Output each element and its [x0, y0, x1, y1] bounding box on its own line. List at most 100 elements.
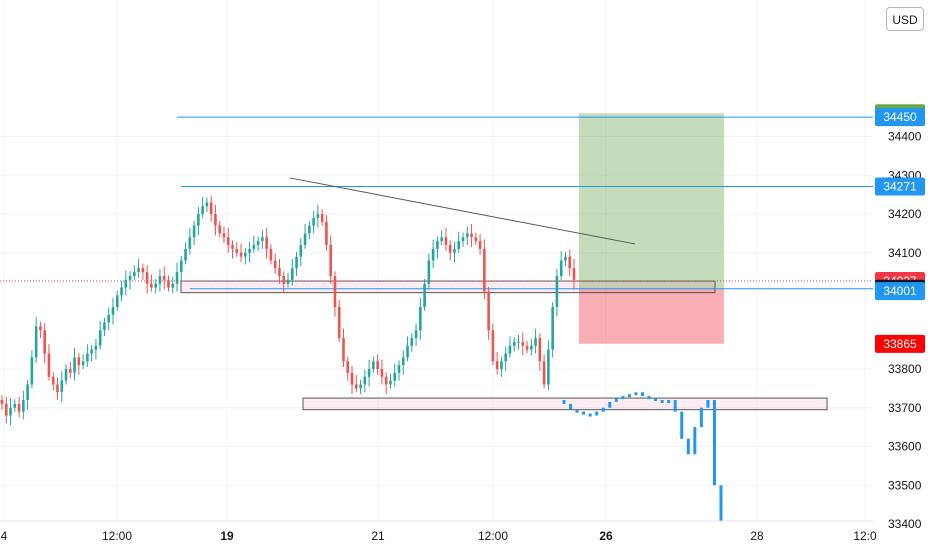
candle	[337, 300, 341, 342]
candle	[431, 239, 435, 269]
candle	[427, 253, 431, 290]
candle	[333, 271, 337, 317]
candle	[218, 220, 222, 238]
candle	[162, 266, 166, 290]
svg-text:34001: 34001	[883, 284, 917, 298]
projection-bar	[634, 392, 638, 396]
candle	[47, 344, 51, 381]
candle	[453, 241, 456, 263]
projection-bar	[654, 398, 658, 402]
candle	[389, 373, 392, 389]
candle	[192, 220, 196, 245]
candle	[393, 363, 397, 387]
candle	[68, 362, 72, 379]
candle	[346, 356, 350, 381]
projection-bar	[601, 407, 605, 412]
candle	[98, 320, 102, 350]
candle	[517, 334, 520, 350]
trendline	[289, 177, 636, 245]
candle	[534, 328, 537, 354]
candle	[231, 240, 234, 259]
price-tick-label: 33700	[888, 401, 922, 415]
time-tick-label: 28	[750, 529, 764, 543]
candle	[551, 302, 554, 358]
projection-bar	[569, 403, 573, 410]
candle	[423, 279, 426, 311]
projection-bar	[712, 400, 716, 486]
candle	[278, 258, 281, 284]
projection-bar	[719, 485, 723, 524]
grid	[0, 0, 873, 525]
candle	[115, 290, 119, 311]
candle	[350, 365, 354, 395]
candle	[448, 240, 452, 261]
candle	[201, 196, 204, 218]
position-zones	[180, 113, 828, 411]
svg-text:34450: 34450	[883, 110, 917, 124]
candle	[320, 209, 324, 226]
candle	[530, 338, 533, 356]
candle	[269, 244, 273, 265]
candle	[13, 399, 17, 412]
candle	[465, 226, 469, 245]
projection-bar	[660, 400, 664, 403]
candle	[107, 307, 111, 331]
projection-bar	[699, 407, 703, 428]
svg-text:34271: 34271	[883, 179, 917, 193]
candle	[286, 272, 290, 288]
projection-series	[562, 392, 723, 524]
projection-bar	[673, 400, 677, 412]
projection-bar	[562, 400, 566, 404]
time-axis[interactable]	[0, 521, 932, 550]
candle	[325, 214, 328, 251]
price-axis[interactable]	[873, 0, 932, 521]
target-zone[interactable]	[579, 113, 724, 289]
time-tick-label: 12:0	[853, 529, 877, 543]
candle	[440, 230, 443, 245]
candle	[226, 227, 230, 253]
candle	[167, 275, 170, 292]
candle	[542, 354, 546, 389]
price-tick-label: 34200	[888, 207, 922, 221]
candle	[342, 328, 345, 368]
candle	[137, 258, 140, 278]
candle	[299, 238, 303, 267]
support-zone[interactable]	[180, 280, 716, 294]
candle	[56, 377, 59, 400]
candle	[500, 356, 503, 377]
resistance-trendline[interactable]	[289, 177, 636, 245]
candle	[568, 249, 572, 276]
candle	[525, 341, 529, 354]
time-tick-label: 4	[1, 529, 8, 543]
candle	[197, 207, 200, 236]
candle	[478, 234, 482, 255]
candle	[316, 204, 320, 228]
projection-bar	[621, 396, 625, 400]
stop-zone[interactable]	[579, 288, 724, 344]
candle	[308, 220, 311, 240]
candle	[150, 274, 153, 292]
candle	[359, 379, 362, 395]
time-tick-label: 26	[599, 529, 613, 543]
candle	[406, 336, 409, 362]
candle	[81, 354, 85, 369]
candle	[572, 258, 576, 290]
candle	[414, 323, 418, 346]
candle	[457, 231, 461, 253]
time-axis-ticks: 4 12:00 19 21 12:00 26 28 12:0	[1, 529, 877, 543]
candle	[252, 235, 256, 253]
candle	[128, 271, 132, 290]
candle	[133, 265, 136, 280]
candlestick-series	[0, 195, 576, 426]
projection-bar	[641, 392, 644, 397]
candle	[188, 227, 192, 255]
time-tick-label: 19	[220, 529, 234, 543]
currency-button[interactable]: USD	[886, 7, 924, 31]
candle	[77, 352, 81, 375]
price-tick-label: 34400	[888, 130, 922, 144]
candle	[397, 360, 401, 381]
projection-bar	[647, 396, 651, 400]
candle	[30, 350, 34, 389]
price-tick-label: 33500	[888, 478, 922, 492]
